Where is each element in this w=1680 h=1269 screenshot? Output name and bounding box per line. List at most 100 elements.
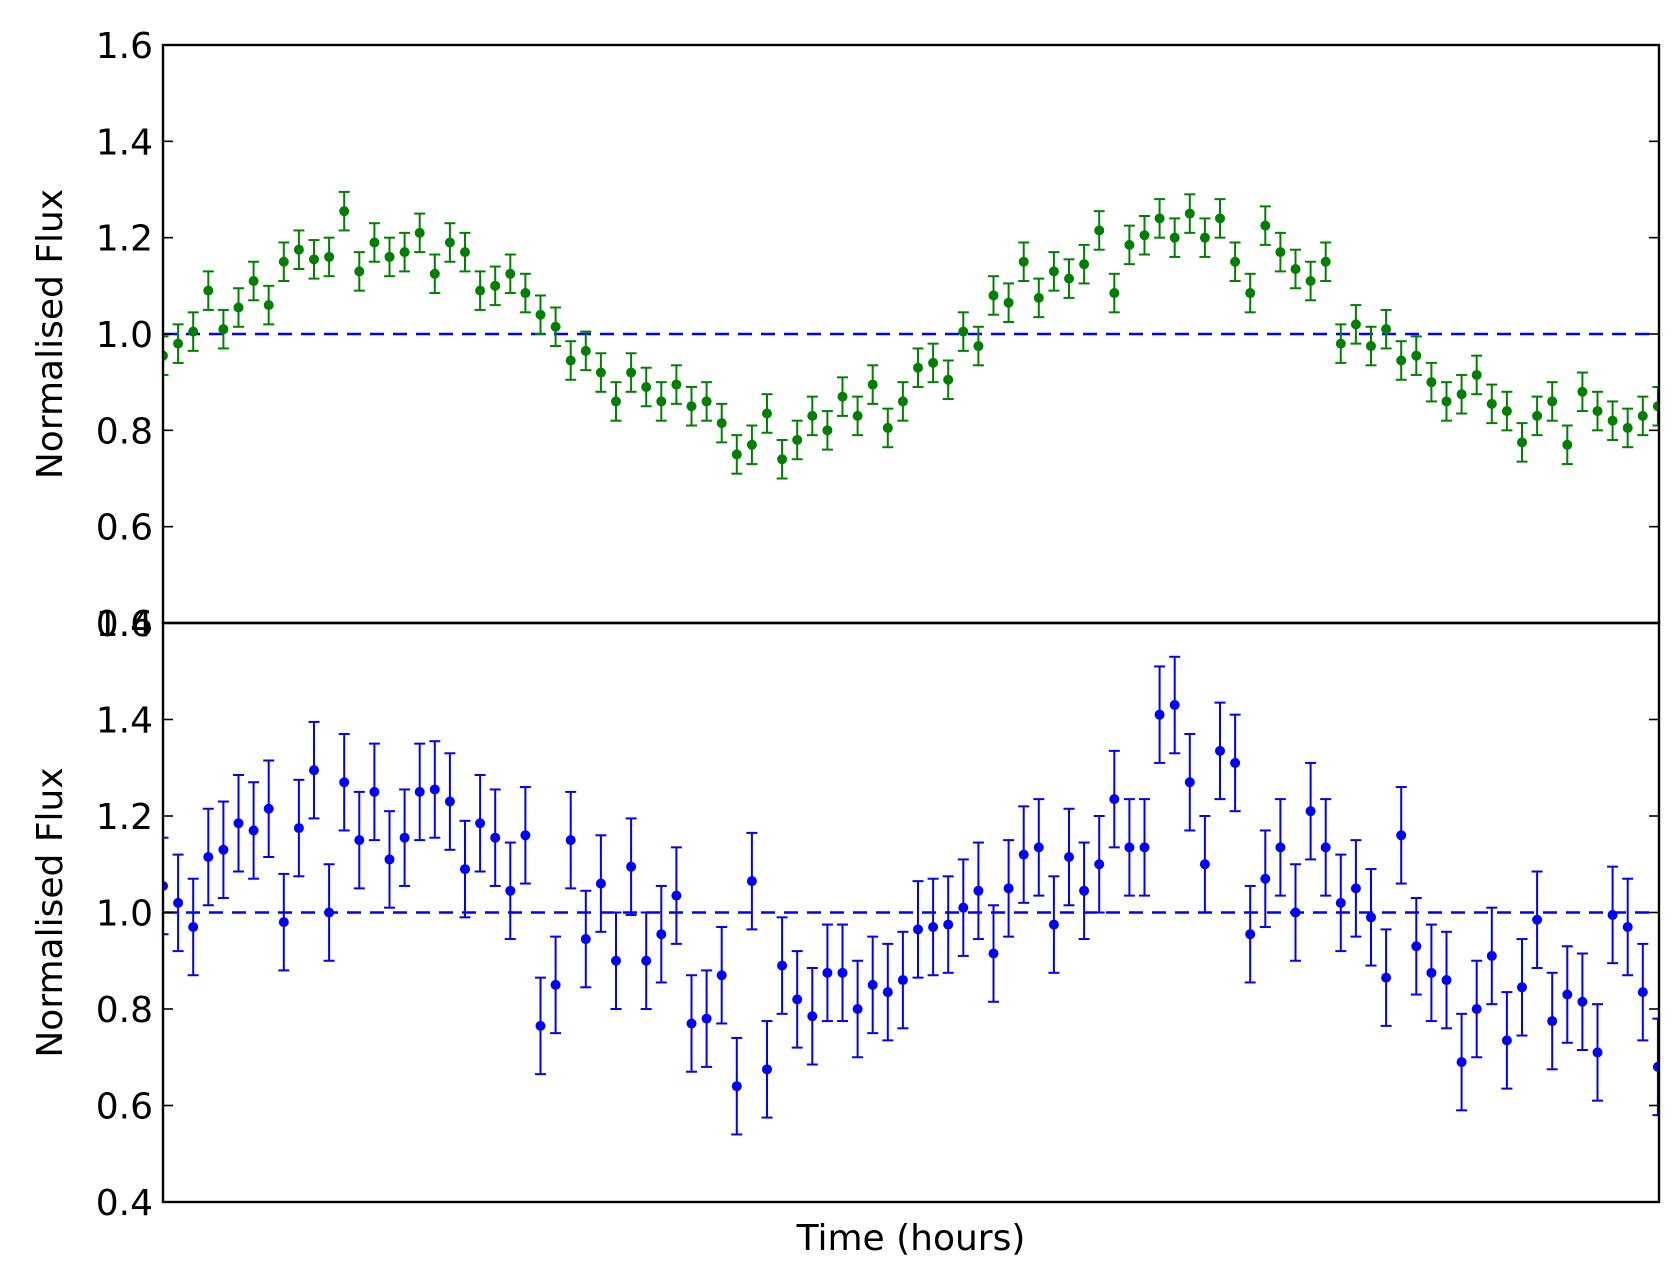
data-point bbox=[1425, 923, 1437, 1023]
data-point bbox=[163, 836, 169, 936]
marker bbox=[1139, 842, 1150, 853]
marker bbox=[1411, 941, 1422, 952]
data-point bbox=[701, 969, 713, 1068]
marker bbox=[1290, 263, 1301, 274]
data-point bbox=[399, 788, 411, 887]
panel-bottom: 0.4 0.6 0.8 1.0 1.2 1.4 1.6 Normalised Flux Time… bbox=[30, 604, 1661, 1259]
marker bbox=[1199, 232, 1210, 243]
data-point bbox=[263, 284, 275, 326]
data-point bbox=[565, 790, 577, 890]
marker bbox=[1109, 288, 1120, 299]
marker bbox=[822, 967, 833, 978]
data-point bbox=[852, 395, 864, 437]
data-point bbox=[1456, 1012, 1468, 1112]
marker bbox=[429, 784, 440, 795]
marker bbox=[293, 244, 304, 255]
marker bbox=[1471, 369, 1482, 380]
marker bbox=[958, 902, 969, 913]
data-point bbox=[927, 877, 939, 977]
marker bbox=[444, 796, 455, 807]
marker bbox=[882, 987, 893, 998]
marker bbox=[988, 948, 999, 959]
y-tick-label: 0.6 bbox=[96, 508, 153, 549]
data-point bbox=[1244, 272, 1256, 314]
marker bbox=[1637, 987, 1648, 998]
marker bbox=[203, 285, 214, 296]
data-point bbox=[1486, 906, 1498, 1006]
data-point bbox=[1199, 217, 1211, 258]
marker bbox=[203, 852, 214, 863]
marker bbox=[565, 355, 576, 366]
marker bbox=[1426, 967, 1437, 978]
data-point bbox=[897, 930, 909, 1030]
y-tick-label: 0.4 bbox=[96, 1183, 153, 1224]
data-point bbox=[217, 308, 229, 350]
y-tick-label: 1.4 bbox=[96, 701, 153, 742]
marker bbox=[701, 396, 712, 407]
data-point bbox=[791, 950, 803, 1049]
marker bbox=[656, 396, 667, 407]
data-point bbox=[942, 875, 954, 974]
marker bbox=[913, 362, 923, 373]
marker bbox=[973, 885, 984, 896]
data-point bbox=[1123, 798, 1135, 897]
marker bbox=[1350, 319, 1361, 330]
marker bbox=[163, 880, 168, 891]
marker bbox=[716, 970, 727, 981]
data-point bbox=[550, 306, 562, 348]
data-point bbox=[1365, 325, 1377, 367]
data-point bbox=[1033, 277, 1045, 319]
marker bbox=[1124, 842, 1135, 853]
marker bbox=[1547, 396, 1558, 407]
data-point bbox=[187, 311, 199, 352]
data-point bbox=[278, 872, 290, 972]
marker bbox=[1456, 389, 1467, 400]
marker bbox=[520, 830, 531, 841]
marker bbox=[218, 324, 229, 335]
marker bbox=[1381, 972, 1392, 983]
data-point bbox=[610, 381, 622, 422]
plot-area-top bbox=[163, 190, 1659, 480]
marker bbox=[339, 777, 350, 788]
marker bbox=[1245, 929, 1256, 940]
data-point bbox=[1516, 422, 1528, 463]
data-point bbox=[459, 231, 471, 273]
data-point bbox=[1395, 786, 1407, 885]
marker bbox=[1215, 745, 1225, 756]
data-point bbox=[308, 720, 320, 820]
marker bbox=[716, 418, 727, 429]
data-point bbox=[550, 935, 562, 1035]
marker bbox=[1139, 230, 1150, 241]
marker bbox=[1018, 256, 1029, 267]
marker bbox=[535, 309, 546, 320]
marker bbox=[520, 288, 531, 299]
marker bbox=[897, 975, 908, 986]
marker bbox=[641, 381, 652, 392]
marker bbox=[354, 266, 365, 277]
marker bbox=[1154, 213, 1165, 224]
data-point bbox=[338, 190, 350, 232]
marker bbox=[746, 876, 757, 887]
marker bbox=[505, 268, 516, 279]
data-point bbox=[761, 1020, 773, 1119]
data-point bbox=[1305, 260, 1317, 302]
marker bbox=[1320, 256, 1331, 267]
marker bbox=[429, 268, 440, 279]
data-point bbox=[293, 778, 305, 878]
data-point bbox=[1093, 815, 1105, 914]
marker bbox=[490, 280, 501, 291]
marker bbox=[565, 835, 576, 846]
data-point bbox=[1274, 231, 1286, 273]
marker bbox=[188, 326, 199, 337]
y-tick-label: 0.6 bbox=[96, 1087, 153, 1128]
data-point bbox=[686, 385, 697, 427]
marker bbox=[1335, 338, 1346, 349]
marker bbox=[1652, 1061, 1659, 1072]
y-tick-label: 1.6 bbox=[96, 26, 153, 67]
marker bbox=[1486, 950, 1497, 961]
y-axis-label-bottom: Normalised Flux bbox=[30, 767, 71, 1057]
y-tick-label: 0.4 bbox=[96, 604, 153, 645]
marker bbox=[1305, 806, 1316, 817]
marker bbox=[958, 326, 969, 337]
marker bbox=[1079, 885, 1090, 896]
